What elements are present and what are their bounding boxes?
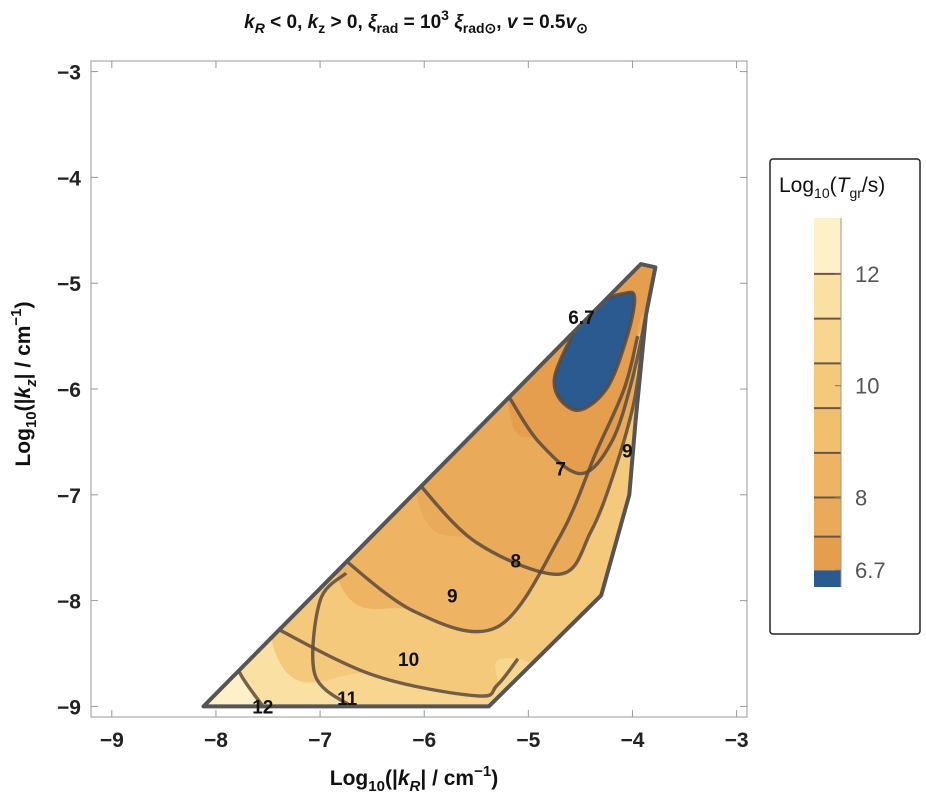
contour-line-9 — [329, 335, 640, 634]
legend-band — [814, 497, 841, 537]
y-tick-label: −3 — [57, 62, 81, 85]
y-axis-label: Log10(|kz| / cm−1) — [8, 301, 40, 466]
contour-line-6.7 — [552, 290, 637, 412]
contour-label-12: 12 — [252, 697, 273, 718]
legend-title: Log10(Tgr/s) — [779, 174, 885, 201]
legend-tick-label: 10 — [855, 374, 879, 399]
contour-label-8: 8 — [511, 551, 522, 572]
contour-line-11 — [311, 571, 353, 707]
y-tick-label: −7 — [57, 485, 81, 508]
band-fill-6.7 — [554, 292, 635, 411]
y-axis-ticks: −3 −4 −5 −6 −7 −8 −9 — [57, 62, 747, 719]
x-tick-label: −7 — [308, 729, 332, 752]
contour-label-7: 7 — [555, 459, 566, 480]
contour-line-7 — [506, 304, 650, 476]
contour-labels: 12 11 10 9 8 7 9 6.7 — [252, 308, 632, 718]
y-tick-label: −9 — [57, 696, 81, 719]
region-outline-path — [201, 262, 658, 709]
contour-label-10: 10 — [398, 650, 419, 671]
legend-colorbar — [814, 218, 842, 587]
legend-tick-label: 12 — [855, 262, 879, 287]
legend: Log10(Tgr/s) 12 10 8 6.7 — [769, 158, 921, 635]
y-tick-label: −4 — [57, 167, 81, 190]
legend-band — [814, 452, 841, 498]
legend-band — [814, 318, 841, 364]
y-tick-label: −6 — [57, 379, 81, 402]
chart-title: kR < 0, kz > 0, ξrad = 103 ξrad⊙, v = 0.… — [244, 7, 588, 36]
contour-label-6.7: 6.7 — [568, 308, 594, 329]
y-tick-label: −5 — [57, 273, 81, 296]
legend-tick-label: 6.7 — [855, 558, 886, 583]
region-outline — [201, 262, 658, 709]
x-tick-label: −5 — [516, 729, 540, 752]
x-tick-label: −8 — [204, 729, 228, 752]
contour-label-9: 9 — [447, 586, 458, 607]
legend-tick-label: 8 — [855, 486, 867, 511]
legend-band — [814, 536, 841, 571]
legend-band — [814, 408, 841, 453]
legend-box — [769, 158, 921, 635]
legend-band — [814, 273, 841, 319]
contour-fills — [203, 264, 656, 707]
contour-label-11: 11 — [337, 689, 358, 710]
x-tick-label: −3 — [725, 729, 749, 752]
x-axis-label: Log10(|kR| / cm−1) — [330, 763, 498, 795]
legend-band — [814, 218, 841, 274]
contour-lines — [235, 290, 650, 707]
legend-ticks: 12 10 8 6.7 — [835, 262, 886, 583]
x-tick-label: −6 — [412, 729, 436, 752]
contour-line-8 — [412, 319, 647, 576]
x-tick-label: −4 — [620, 729, 644, 752]
legend-band — [814, 570, 841, 587]
x-tick-label: −9 — [100, 729, 124, 752]
contour-label-9: 9 — [622, 441, 633, 462]
x-axis-ticks: −9 −8 −7 −6 −5 −4 −3 — [100, 61, 749, 752]
y-tick-label: −8 — [57, 591, 81, 614]
contour-line-10 — [267, 622, 520, 698]
